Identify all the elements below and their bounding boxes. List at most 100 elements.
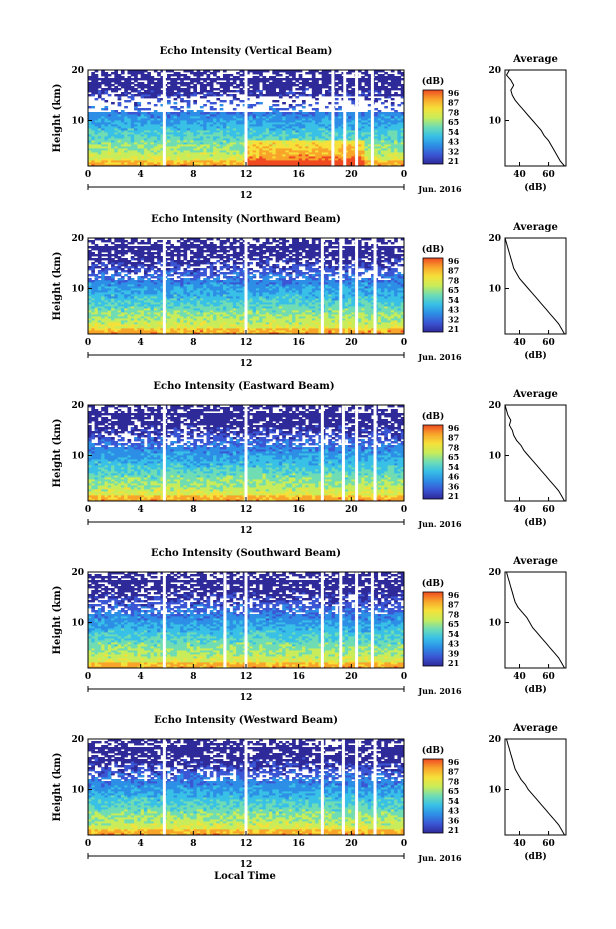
y-axis-label: Height (km): [52, 252, 63, 321]
panel-title: Echo Intensity (Southward Beam): [151, 548, 341, 559]
data-gap: [339, 572, 343, 668]
profile-y-tick-label: 20: [488, 66, 501, 76]
date-axis-label: 12: [240, 693, 253, 703]
profile-line: [504, 404, 565, 502]
panel-1: Echo Intensity (Vertical Beam) 20 10 Height…: [52, 46, 567, 201]
data-gap: [373, 739, 377, 835]
x-tick-label: 4: [138, 338, 144, 348]
colorbar-tick-label: 65: [448, 285, 459, 295]
profile-frame: [504, 237, 567, 335]
colorbar-tick-label: 87: [448, 767, 459, 777]
colorbar-tick-label: 32: [448, 146, 459, 156]
x-tick-label: 8: [190, 505, 196, 515]
y-tick-label: 20: [71, 234, 84, 244]
colorbar-tick-label: 87: [448, 98, 459, 108]
colorbar-tick-label: 87: [448, 266, 459, 276]
colorbar-tick-label: 46: [448, 472, 460, 482]
profile-y-tick-label: 20: [488, 401, 501, 411]
data-gap: [162, 238, 166, 334]
date-label: Jun. 2016: [417, 184, 462, 194]
profile-title: Average: [512, 389, 558, 400]
profile-y-tick-label: 10: [488, 786, 501, 796]
profile-x-tick-label: 40: [513, 505, 526, 515]
data-gap: [320, 739, 324, 835]
colorbar-tick-label: 65: [448, 117, 459, 127]
x-tick-label: 0: [85, 338, 91, 348]
x-tick-label: 12: [240, 338, 253, 348]
data-gap: [320, 405, 324, 501]
colorbar-tick-label: 78: [448, 107, 460, 117]
colorbar-tick-label: 21: [448, 156, 459, 166]
data-gap: [373, 238, 377, 334]
colorbar-tick-label: 96: [448, 256, 460, 266]
profile-line: [504, 237, 565, 335]
colorbar: [422, 591, 444, 667]
data-gap: [244, 572, 248, 668]
colorbar-tick-label: 43: [448, 639, 460, 649]
x-tick-label: 8: [190, 839, 196, 849]
colorbar-tick-label: 21: [448, 324, 459, 334]
colorbar-tick-label: 32: [448, 314, 459, 324]
date-label: Jun. 2016: [417, 686, 462, 696]
x-tick-label: 12: [240, 839, 253, 849]
profile-x-label: (dB): [524, 851, 546, 862]
y-tick-label: 10: [71, 786, 84, 796]
y-tick-label: 10: [71, 117, 84, 127]
panel-4: Echo Intensity (Southward Beam) 20 10 Heigh…: [52, 548, 567, 703]
x-tick-label: 4: [138, 170, 144, 180]
y-tick-label: 10: [71, 452, 84, 462]
panel-2: Echo Intensity (Northward Beam) 20 10 Heigh…: [52, 214, 567, 369]
profile-x-tick-label: 60: [542, 672, 555, 682]
colorbar-tick-label: 21: [448, 825, 459, 835]
data-gap: [162, 572, 166, 668]
profile-x-tick-label: 60: [542, 170, 555, 180]
date-axis-label: 12: [240, 860, 253, 870]
colorbar-tick-label: 54: [448, 629, 460, 639]
colorbar-tick-label: 54: [448, 295, 460, 305]
colorbar-tick-label: 78: [448, 609, 460, 619]
colorbar-tick-label: 43: [448, 137, 460, 147]
date-axis-label: 12: [240, 526, 253, 536]
data-gap: [162, 739, 166, 835]
colorbar-tick-label: 54: [448, 127, 460, 137]
profile-frame: [504, 571, 567, 669]
data-gap: [355, 238, 359, 334]
data-gap: [223, 572, 227, 668]
data-gap: [244, 739, 248, 835]
colorbar-tick-label: 21: [448, 658, 459, 668]
y-tick-label: 20: [71, 568, 84, 578]
profile-y-tick-label: 10: [488, 285, 501, 295]
colorbar: [422, 758, 444, 834]
profile-title: Average: [512, 222, 558, 233]
panel-3: Echo Intensity (Eastward Beam) 20 10 Height…: [52, 381, 567, 536]
colorbar-unit: (dB): [422, 244, 444, 255]
colorbar-tick-label: 78: [448, 776, 460, 786]
colorbar-tick-label: 36: [448, 815, 460, 825]
profile-line: [506, 738, 565, 836]
profile-x-tick-label: 40: [513, 338, 526, 348]
x-tick-label: 16: [292, 338, 305, 348]
data-gap: [244, 70, 248, 166]
x-tick-label: 0: [85, 672, 91, 682]
colorbar-tick-label: 78: [448, 275, 460, 285]
panel-title: Echo Intensity (Westward Beam): [154, 715, 338, 726]
x-tick-label: 8: [190, 170, 196, 180]
colorbar-tick-label: 65: [448, 619, 459, 629]
data-gap: [341, 739, 345, 835]
colorbar-tick-label: 43: [448, 305, 460, 315]
x-tick-label: 0: [401, 672, 407, 682]
profile-x-tick-label: 40: [513, 839, 526, 849]
heatmap-cells: [88, 238, 405, 335]
data-gap: [355, 405, 359, 501]
x-tick-label: 0: [401, 170, 407, 180]
x-tick-label: 20: [345, 839, 358, 849]
data-gap: [162, 70, 166, 166]
x-tick-label: 12: [240, 505, 253, 515]
colorbar-tick-label: 21: [448, 491, 459, 501]
profile-x-tick-label: 60: [542, 505, 555, 515]
colorbar-tick-label: 54: [448, 796, 460, 806]
colorbar-tick-label: 96: [448, 88, 460, 98]
x-tick-label: 16: [292, 672, 305, 682]
x-tick-label: 12: [240, 170, 253, 180]
